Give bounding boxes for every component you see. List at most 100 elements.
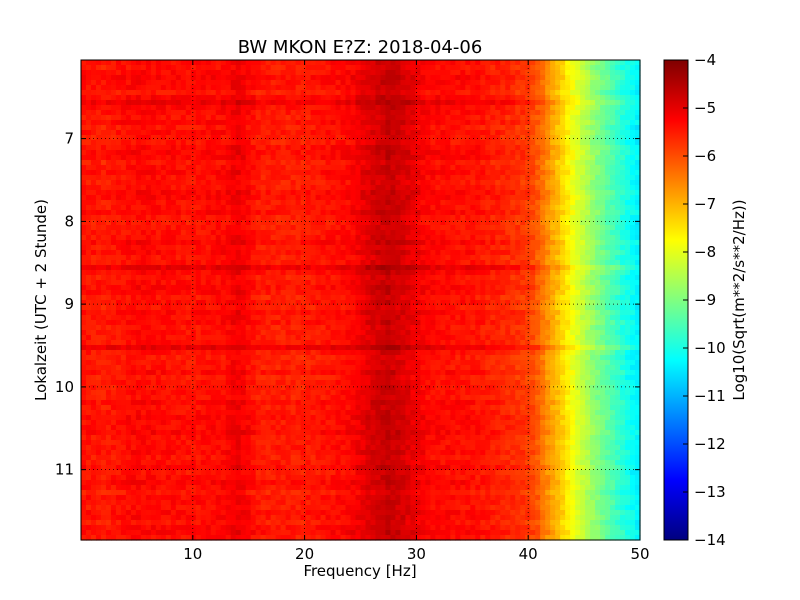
heatmap-cell — [550, 175, 556, 181]
heatmap-cell — [495, 255, 501, 261]
heatmap-cell — [370, 220, 377, 226]
heatmap-cell — [580, 240, 586, 246]
heatmap-cell — [330, 215, 337, 221]
heatmap-cell — [575, 200, 581, 206]
heatmap-cell — [120, 195, 127, 201]
heatmap-cell — [635, 105, 641, 111]
heatmap-cell — [250, 250, 257, 256]
heatmap-cell — [220, 80, 227, 86]
heatmap-cell — [290, 140, 297, 146]
heatmap-cell — [180, 235, 187, 241]
heatmap-cell — [315, 215, 322, 221]
heatmap-cell — [295, 85, 302, 91]
heatmap-cell — [230, 110, 237, 116]
heatmap-cell — [405, 105, 412, 111]
heatmap-cell — [530, 100, 536, 106]
heatmap-cell — [250, 90, 257, 96]
heatmap-cell — [185, 225, 192, 231]
heatmap-cell — [81, 95, 87, 101]
heatmap-cell — [405, 225, 412, 231]
heatmap-cell — [425, 230, 431, 236]
heatmap-cell — [250, 75, 257, 81]
heatmap-cell — [150, 225, 157, 231]
heatmap-cell — [275, 260, 282, 266]
heatmap-cell — [410, 210, 416, 216]
heatmap-cell — [465, 65, 471, 71]
heatmap-cell — [620, 245, 626, 251]
heatmap-cell — [330, 175, 337, 181]
heatmap-cell — [340, 120, 347, 126]
heatmap-cell — [230, 95, 237, 101]
heatmap-cell — [175, 175, 182, 181]
heatmap-cell — [405, 210, 412, 216]
heatmap-cell — [635, 95, 641, 101]
heatmap-cell — [340, 235, 347, 241]
heatmap-cell — [525, 185, 531, 191]
heatmap-cell — [175, 130, 182, 136]
heatmap-cell — [370, 235, 377, 241]
heatmap-cell — [565, 150, 571, 156]
heatmap-cell — [330, 210, 337, 216]
heatmap-cell — [165, 265, 172, 271]
heatmap-cell — [285, 90, 292, 96]
heatmap-cell — [250, 225, 257, 231]
heatmap-cell — [635, 225, 641, 231]
heatmap-cell — [590, 60, 596, 66]
heatmap-cell — [520, 160, 526, 166]
heatmap-cell — [130, 230, 137, 236]
heatmap-cell — [315, 280, 322, 286]
heatmap-cell — [425, 170, 431, 176]
heatmap-cell — [190, 125, 197, 131]
heatmap-cell — [360, 235, 367, 241]
heatmap-cell — [150, 105, 157, 111]
heatmap-cell — [450, 155, 456, 161]
heatmap-cell — [175, 245, 182, 251]
heatmap-cell — [540, 270, 546, 276]
heatmap-cell — [415, 205, 421, 211]
heatmap-cell — [260, 270, 267, 276]
heatmap-cell — [555, 260, 561, 266]
heatmap-cell — [560, 60, 566, 66]
heatmap-cell — [530, 125, 536, 131]
heatmap-cell — [235, 215, 242, 221]
heatmap-cell — [275, 175, 282, 181]
heatmap-cell — [520, 165, 526, 171]
heatmap-cell — [235, 265, 242, 271]
heatmap-cell — [550, 270, 556, 276]
heatmap-cell — [385, 115, 392, 121]
heatmap-cell — [590, 160, 596, 166]
heatmap-cell — [200, 260, 207, 266]
heatmap-cell — [570, 160, 576, 166]
heatmap-cell — [330, 135, 337, 141]
heatmap-cell — [190, 70, 197, 76]
heatmap-cell — [590, 190, 596, 196]
heatmap-cell — [470, 65, 476, 71]
heatmap-cell — [165, 60, 172, 66]
heatmap-cell — [225, 175, 232, 181]
heatmap-cell — [635, 70, 641, 76]
heatmap-cell — [425, 245, 431, 251]
heatmap-cell — [215, 265, 222, 271]
heatmap-cell — [570, 225, 576, 231]
heatmap-cell — [230, 180, 237, 186]
heatmap-cell — [110, 240, 117, 246]
heatmap-cell — [235, 180, 242, 186]
heatmap-cell — [260, 155, 267, 161]
heatmap-cell — [600, 85, 606, 91]
heatmap-cell — [250, 140, 257, 146]
heatmap-cell — [580, 90, 586, 96]
heatmap-cell — [245, 110, 252, 116]
heatmap-cell — [330, 160, 337, 166]
heatmap-cell — [115, 235, 122, 241]
heatmap-cell — [425, 205, 431, 211]
heatmap-cell — [200, 120, 207, 126]
heatmap-cell — [325, 260, 332, 266]
heatmap-cell — [110, 70, 117, 76]
heatmap-cell — [470, 250, 476, 256]
heatmap-cell — [465, 230, 471, 236]
heatmap-cell — [100, 245, 107, 251]
heatmap-cell — [620, 65, 626, 71]
heatmap-cell — [375, 245, 382, 251]
heatmap-cell — [510, 190, 516, 196]
heatmap-cell — [385, 100, 392, 106]
